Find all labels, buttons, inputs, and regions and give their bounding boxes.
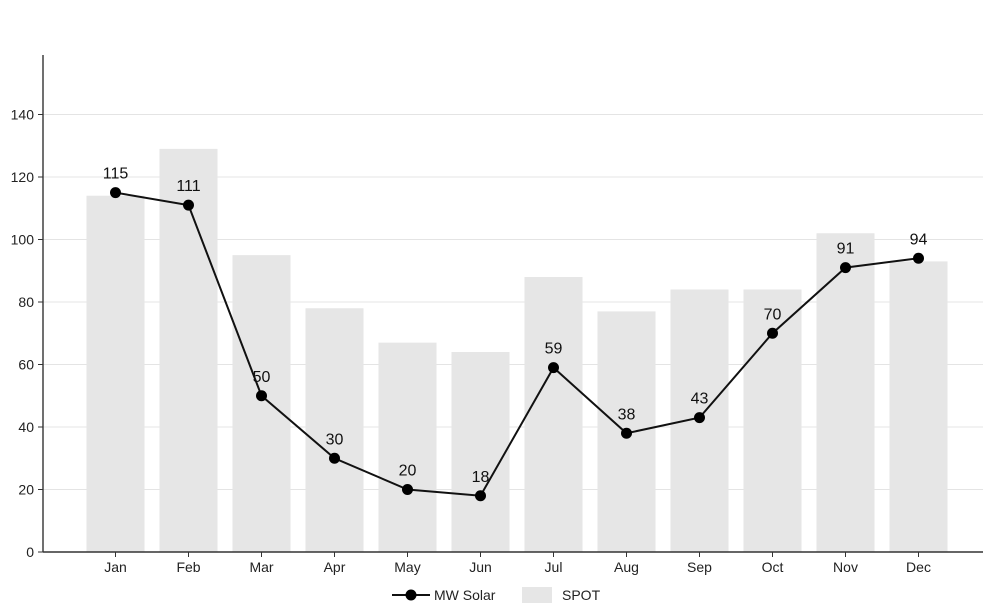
x-tick-label: Jun bbox=[469, 559, 492, 575]
data-label-mw-solar-apr: 30 bbox=[326, 431, 344, 448]
x-tick-label: May bbox=[394, 559, 420, 575]
y-tick-label: 100 bbox=[11, 232, 35, 248]
point-mw-solar-dec bbox=[913, 252, 924, 264]
x-tick-label: Oct bbox=[762, 559, 784, 575]
data-label-mw-solar-nov: 91 bbox=[837, 241, 855, 258]
bar-spot-may bbox=[378, 342, 437, 552]
bar-spot-jul bbox=[524, 277, 583, 552]
point-mw-solar-nov bbox=[840, 262, 851, 274]
data-label-mw-solar-jul: 59 bbox=[545, 341, 563, 358]
x-tick-label: Sep bbox=[687, 559, 712, 575]
point-mw-solar-jan bbox=[110, 187, 121, 199]
x-tick-label: Aug bbox=[614, 559, 639, 575]
data-labels: 115 111 50 30 20 18 59 38 43 70 91 94 bbox=[103, 166, 928, 486]
data-label-mw-solar-jan: 115 bbox=[103, 166, 129, 183]
point-mw-solar-jul bbox=[548, 362, 559, 374]
x-tick-label: Nov bbox=[833, 559, 858, 575]
bar-spot-dec bbox=[889, 261, 948, 552]
legend-label-spot: SPOT bbox=[562, 587, 601, 603]
x-tick-label: Feb bbox=[176, 559, 200, 575]
bar-spot-nov bbox=[816, 233, 875, 552]
x-tick-label: Jul bbox=[545, 559, 563, 575]
data-label-mw-solar-may: 20 bbox=[399, 463, 417, 480]
data-label-mw-solar-mar: 50 bbox=[253, 369, 271, 386]
bar-series-spot bbox=[86, 148, 948, 552]
point-mw-solar-apr bbox=[329, 452, 340, 464]
x-tick-label: Dec bbox=[906, 559, 931, 575]
point-mw-solar-jun bbox=[475, 490, 486, 502]
y-axis-ticks: 0 20 40 60 80 100 120 140 bbox=[11, 107, 43, 560]
x-axis-ticks: Jan Feb Mar Apr May Jun Jul Aug Sep Oct Nov Dec bbox=[104, 552, 931, 575]
bar-spot-apr bbox=[305, 308, 364, 552]
bar-spot-jan bbox=[86, 195, 145, 552]
point-mw-solar-may bbox=[402, 484, 413, 495]
legend-label-mw-solar: MW Solar bbox=[434, 587, 496, 603]
line-series-mw-solar bbox=[110, 187, 924, 502]
y-tick-label: 120 bbox=[11, 169, 35, 185]
point-mw-solar-oct bbox=[767, 327, 778, 339]
legend-bar-swatch bbox=[522, 587, 552, 603]
data-label-mw-solar-aug: 38 bbox=[618, 406, 636, 423]
data-label-mw-solar-jun: 18 bbox=[472, 469, 490, 486]
y-tick-label: 20 bbox=[18, 482, 34, 498]
legend: MW Solar SPOT bbox=[392, 587, 601, 603]
axes bbox=[42, 55, 983, 553]
y-tick-label: 80 bbox=[18, 294, 34, 310]
data-label-mw-solar-oct: 70 bbox=[764, 306, 782, 323]
point-mw-solar-sep bbox=[694, 412, 705, 424]
legend-marker bbox=[405, 589, 417, 601]
y-tick-label: 40 bbox=[18, 419, 34, 435]
point-mw-solar-aug bbox=[621, 427, 632, 439]
x-tick-label: Mar bbox=[249, 559, 273, 575]
legend-item-spot[interactable]: SPOT bbox=[522, 587, 601, 603]
legend-item-mw-solar[interactable]: MW Solar bbox=[392, 587, 496, 603]
point-mw-solar-feb bbox=[183, 199, 194, 211]
x-tick-label: Apr bbox=[324, 559, 346, 575]
bar-spot-mar bbox=[232, 255, 291, 552]
point-mw-solar-mar bbox=[256, 390, 267, 402]
bar-spot-jun bbox=[451, 352, 510, 552]
data-label-mw-solar-feb: 111 bbox=[176, 178, 200, 195]
y-tick-label: 140 bbox=[11, 107, 35, 123]
x-tick-label: Jan bbox=[104, 559, 127, 575]
data-label-mw-solar-dec: 94 bbox=[910, 231, 928, 248]
bar-spot-feb bbox=[159, 148, 218, 552]
mw-solar-line bbox=[115, 191, 919, 497]
data-label-mw-solar-sep: 43 bbox=[691, 391, 709, 408]
y-tick-label: 60 bbox=[18, 357, 34, 373]
y-tick-label: 0 bbox=[26, 544, 34, 560]
